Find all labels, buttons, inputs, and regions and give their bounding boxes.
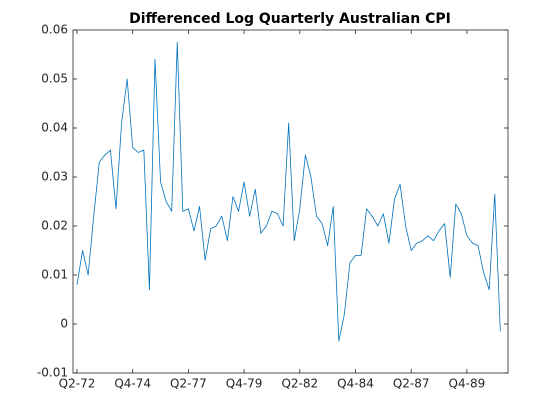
x-tick-label: Q2-87 (393, 377, 430, 391)
x-tick-label: Q4-89 (449, 377, 486, 391)
y-tick-label: 0.03 (41, 170, 68, 184)
x-tick-label: Q4-79 (226, 377, 263, 391)
y-tick-label: 0.01 (41, 268, 68, 282)
y-tick-label: -0.01 (37, 366, 68, 380)
x-tick-label: Q2-72 (59, 377, 96, 391)
chart-title: Differenced Log Quarterly Australian CPI (129, 11, 451, 27)
y-tick-label: 0.06 (41, 23, 68, 37)
x-tick-label: Q2-77 (170, 377, 207, 391)
x-tick-label: Q2-82 (281, 377, 318, 391)
y-tick-label: 0.04 (41, 121, 68, 135)
y-tick-label: 0 (60, 317, 68, 331)
x-tick-label: Q4-84 (337, 377, 374, 391)
y-tick-label: 0.02 (41, 219, 68, 233)
y-tick-label: 0.05 (41, 72, 68, 86)
data-line (76, 41, 501, 342)
x-tick-label: Q4-74 (114, 377, 151, 391)
plot-area (72, 29, 509, 374)
